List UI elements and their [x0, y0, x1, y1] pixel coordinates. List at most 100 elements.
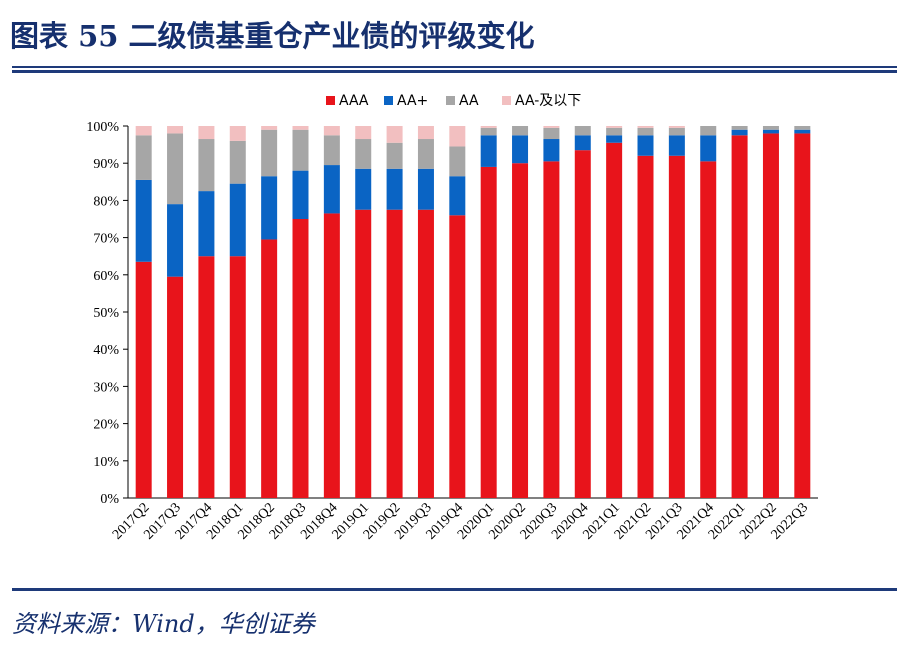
bar-2018Q1-AAA [229, 256, 246, 498]
bar-2020Q3-AA+ [543, 139, 560, 162]
bar-2019Q1-AA [355, 139, 372, 169]
y-tick-label: 80% [93, 194, 119, 209]
bar-2021Q3-AAA [668, 155, 685, 498]
bar-2022Q2-AA+ [762, 129, 779, 134]
bar-2021Q3-AA [668, 127, 685, 136]
y-tick-label: 20% [93, 418, 119, 433]
bar-2020Q1-AAA [480, 166, 497, 499]
bar-2018Q4-AA+ [323, 165, 340, 214]
bar-2017Q4-AA+ [198, 191, 215, 257]
bar-2022Q2-AA [762, 126, 779, 130]
bar-2021Q2-AAA [637, 155, 654, 498]
bar-2019Q2-AA+ [386, 168, 403, 210]
bar-2019Q2-AA-及以下 [386, 126, 403, 143]
legend-swatch-0 [326, 96, 335, 105]
bar-2018Q4-AAA [323, 213, 340, 499]
bar-2019Q4-AA [449, 146, 466, 177]
y-tick-label: 100% [86, 120, 119, 135]
y-tick-label: 40% [93, 343, 119, 358]
bar-2017Q3-AA+ [167, 204, 184, 277]
bar-2022Q1-AA+ [731, 129, 748, 136]
bar-2017Q3-AA-及以下 [167, 126, 184, 134]
bar-2022Q1-AA [731, 126, 748, 130]
y-tick-label: 90% [93, 157, 119, 172]
bar-2019Q2-AA [386, 142, 403, 169]
bar-2021Q2-AA [637, 127, 654, 136]
bar-2018Q2-AAA [261, 239, 278, 498]
bar-2022Q1-AAA [731, 135, 748, 499]
bar-2017Q2-AA [135, 135, 152, 180]
bar-2019Q3-AA-及以下 [417, 126, 434, 140]
bar-2017Q3-AAA [167, 276, 184, 498]
bar-2019Q4-AAA [449, 215, 466, 498]
bar-2019Q3-AAA [417, 209, 434, 498]
source-divider [12, 588, 897, 591]
bar-2019Q2-AAA [386, 209, 403, 498]
bar-2018Q2-AA+ [261, 176, 278, 240]
bar-2021Q1-AA+ [606, 135, 623, 143]
bar-2017Q2-AA+ [135, 179, 152, 262]
bar-2017Q2-AAA [135, 261, 152, 498]
bar-2022Q3-AA+ [794, 129, 811, 134]
legend-swatch-3 [502, 96, 511, 105]
bar-2020Q1-AA [480, 127, 497, 136]
title-divider-thin [12, 66, 897, 68]
bar-2018Q3-AA [292, 129, 309, 171]
bar-2022Q3-AA [794, 126, 811, 130]
bar-2017Q2-AA-及以下 [135, 126, 152, 136]
legend-swatch-1 [384, 96, 393, 105]
bar-2018Q2-AA [261, 129, 278, 177]
bar-2021Q2-AA-及以下 [637, 126, 654, 128]
chart-title: 图表 55 二级债基重仓产业债的评级变化 [10, 19, 535, 53]
bar-2022Q2-AAA [762, 133, 779, 498]
bar-2018Q2-AA-及以下 [261, 126, 278, 130]
bar-2020Q2-AA+ [512, 135, 529, 164]
y-tick-label: 30% [93, 380, 119, 395]
y-tick-label: 60% [93, 269, 119, 284]
bar-2019Q3-AA+ [417, 168, 434, 210]
legend-label-3: AA-及以下 [515, 93, 581, 109]
bar-2018Q1-AA+ [229, 183, 246, 257]
bar-2019Q4-AA+ [449, 176, 466, 216]
bar-2018Q3-AA+ [292, 170, 309, 219]
bar-2018Q3-AAA [292, 219, 309, 498]
legend-label-0: AAA [339, 93, 369, 109]
y-tick-label: 10% [93, 455, 119, 470]
bar-2020Q1-AA+ [480, 135, 497, 167]
bar-2019Q4-AA-及以下 [449, 126, 466, 147]
bar-2019Q3-AA [417, 139, 434, 169]
bar-2019Q1-AA+ [355, 168, 372, 210]
bar-2021Q4-AA [700, 126, 717, 136]
bar-2017Q3-AA [167, 133, 184, 205]
bar-2021Q1-AA [606, 127, 623, 136]
bar-2022Q3-AAA [794, 133, 811, 498]
bar-2020Q3-AAA [543, 161, 560, 498]
y-tick-label: 0% [100, 492, 119, 507]
title-divider-thick [12, 70, 897, 73]
bar-2020Q2-AAA [512, 163, 529, 498]
bar-2020Q1-AA-及以下 [480, 126, 497, 128]
bar-2018Q3-AA-及以下 [292, 126, 309, 130]
bar-2019Q1-AA-及以下 [355, 126, 372, 140]
bar-2018Q4-AA [323, 135, 340, 166]
bar-2017Q4-AA-及以下 [198, 126, 215, 140]
bar-2020Q3-AA-及以下 [543, 126, 560, 128]
stacked-bar-chart: AAA AA+ AA AA-及以下 0% 10% 20% 30% 40% 50% 60% 70% 80%… [86, 93, 818, 543]
bar-2018Q1-AA [229, 140, 246, 184]
bar-2021Q3-AA+ [668, 135, 685, 156]
source-note: 资料来源：Wind，华创证券 [12, 610, 315, 638]
bar-2020Q4-AA [574, 126, 591, 136]
bar-2020Q4-AAA [574, 150, 591, 498]
bar-2021Q1-AAA [606, 142, 623, 499]
y-tick-label: 70% [93, 232, 119, 247]
bar-2021Q2-AA+ [637, 135, 654, 156]
bar-2020Q3-AA [543, 127, 560, 140]
bar-2018Q1-AA-及以下 [229, 126, 246, 141]
bar-2020Q2-AA [512, 126, 529, 136]
bar-2020Q4-AA+ [574, 135, 591, 151]
bar-2017Q4-AAA [198, 256, 215, 498]
bar-2017Q4-AA [198, 139, 215, 192]
y-tick-label: 50% [93, 306, 119, 321]
bar-2021Q3-AA-及以下 [668, 126, 685, 128]
legend-swatch-2 [446, 96, 455, 105]
